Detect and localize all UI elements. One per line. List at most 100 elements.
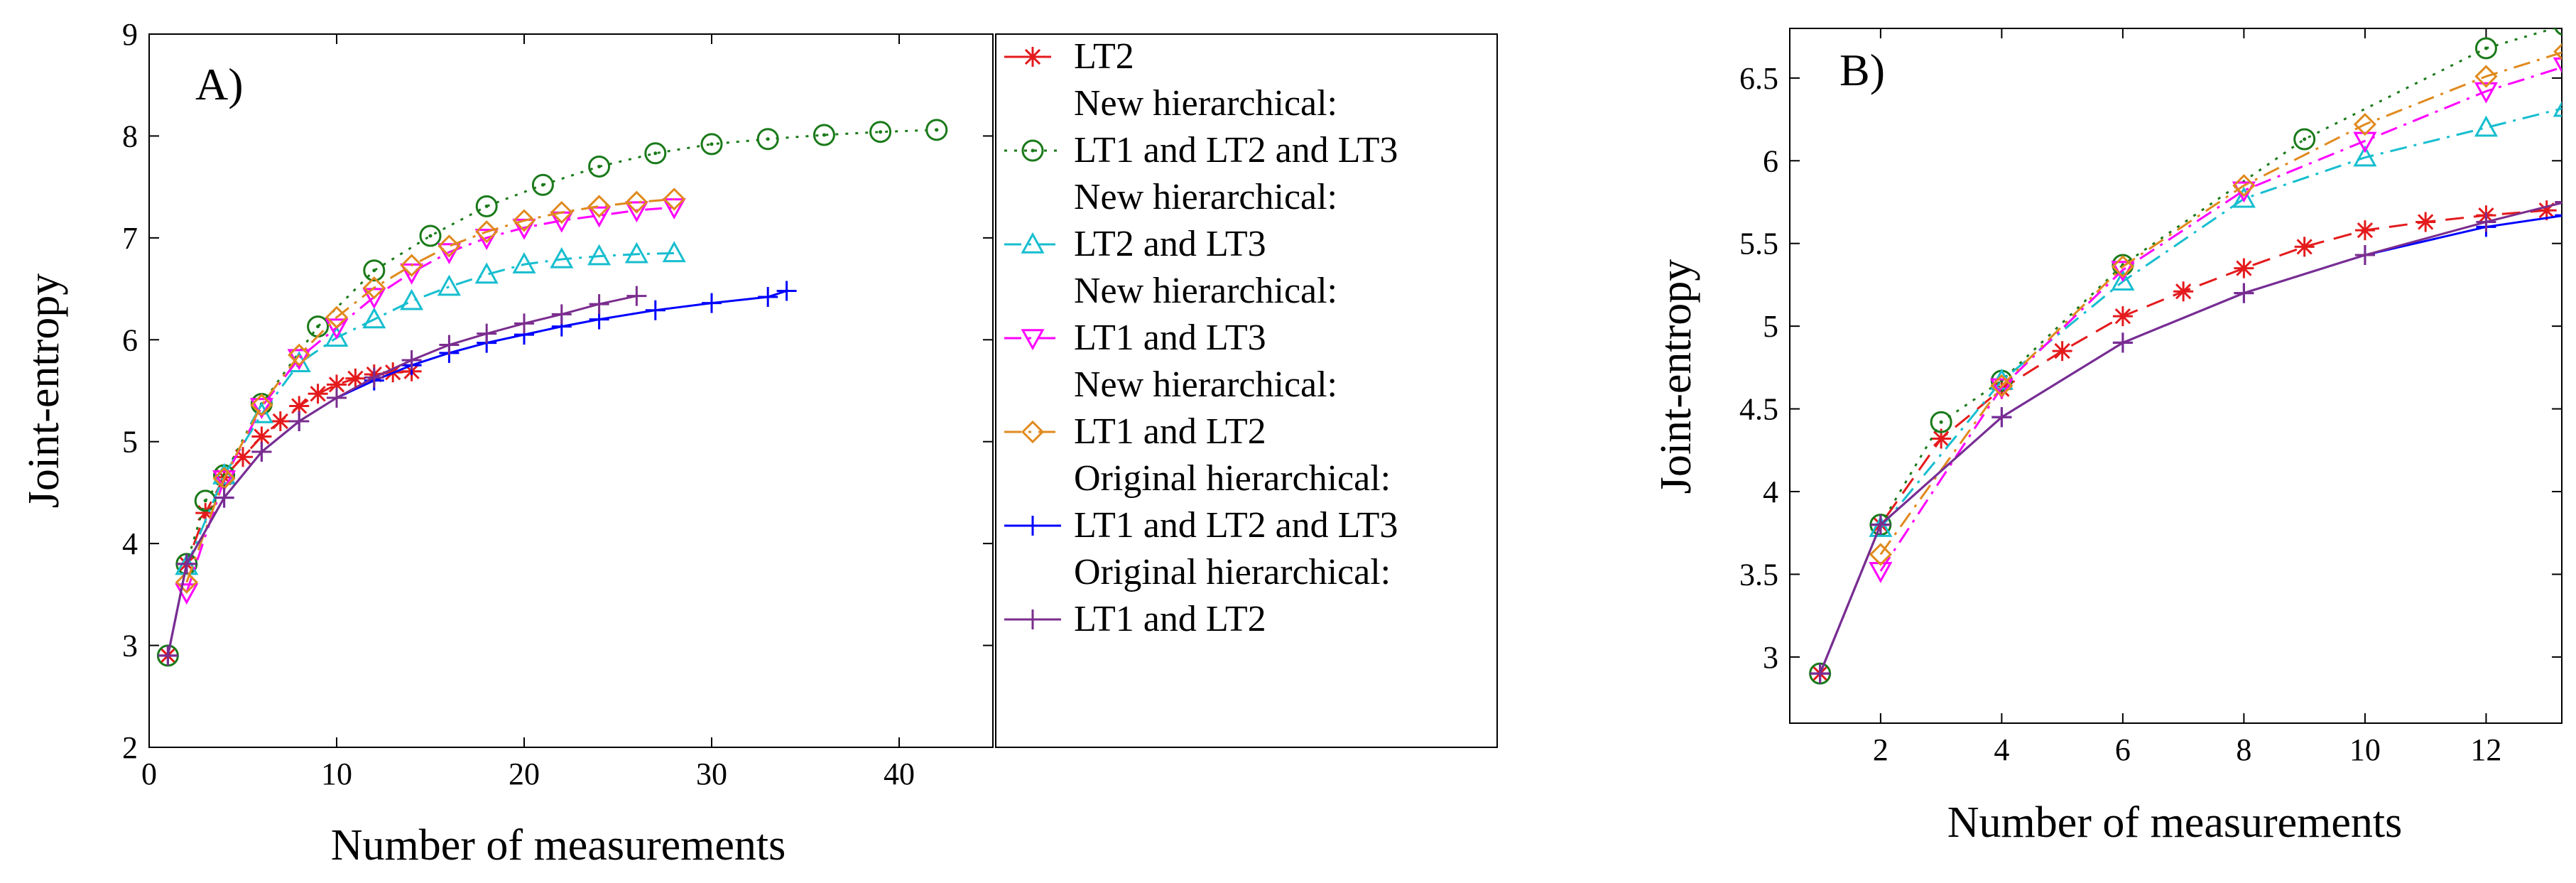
panel-a-series-5-point [702, 293, 722, 313]
legend-entry-0-marker [1023, 47, 1043, 67]
panel-b-series-0-point [2052, 341, 2072, 362]
panel-a-xtick-label: 20 [509, 757, 540, 791]
panel-b-chart: 2 4 6 8 10 12 3 3.5 4 4.5 5 5.5 6 6.5 B) Number of me… [1652, 28, 2563, 847]
panel-b-series-3-point [1989, 378, 2013, 400]
panel-b-ytick-label: 5.5 [1739, 227, 1778, 261]
panel-a-series-0-point [251, 426, 272, 447]
legend-entry-3: New hierarchical: LT1 and LT3 [1004, 271, 1337, 358]
legend-entry-4-marker [1021, 420, 1045, 444]
panel-b-xtick-label: 4 [1994, 732, 2009, 767]
panel-a-series-1-point [925, 119, 948, 141]
panel-b-series-0-point [2415, 212, 2436, 232]
panel-a-series-0-point [289, 396, 310, 416]
panel-a-series-6-point [514, 313, 534, 334]
legend-entry-4: New hierarchical: LT1 and LT2 [1004, 364, 1337, 452]
panel-b-series-0-point [2294, 237, 2315, 257]
panel-b-series-4-line [1879, 51, 2562, 556]
panel-b-xtick-label: 8 [2236, 732, 2251, 767]
panel-a-series-1-point [588, 155, 611, 178]
panel-b-series-4 [1869, 43, 2562, 566]
panel-a-series-6-line [166, 295, 637, 656]
panel-a-series-6-point [589, 294, 609, 315]
panel-a-series-2-point [512, 252, 536, 273]
panel-a-series-0-point [233, 447, 253, 467]
panel-a-series-1-point [869, 121, 892, 143]
panel-a-xtick-label: 40 [884, 757, 915, 791]
panel-a-series-6-point [214, 487, 234, 508]
panel-b-series-0-point [2536, 200, 2557, 221]
panel-a-ytick-label: 5 [122, 425, 138, 460]
legend-entry-3-text: New hierarchical: [1074, 271, 1337, 311]
panel-b-series-0-point [2112, 306, 2133, 327]
panel-a-series-1-point [813, 124, 835, 146]
panel-b-series-2-point [2553, 101, 2562, 117]
legend-entry-1-text: New hierarchical: [1074, 83, 1337, 124]
panel-a-ylabel: Joint-entropy [20, 273, 68, 509]
panel-a-series-6-point [401, 350, 422, 370]
panel-a-ytick-label: 8 [122, 119, 138, 153]
legend-entry-3-text: LT1 and LT3 [1074, 318, 1266, 358]
panel-b-series-1-point [1930, 411, 1952, 433]
panel-b-ytick-label: 3 [1763, 640, 1778, 675]
panel-b-series-6-point [1870, 514, 1891, 535]
panel-a-series-1-point [700, 133, 723, 156]
panel-b-series-1-point [2474, 37, 2497, 60]
panel-a-series-4-point [587, 195, 611, 218]
legend-entry-1-text: LT1 and LT2 and LT3 [1074, 130, 1398, 170]
panel-a-series-0-point [270, 411, 290, 432]
panel-b-series-6-point [1810, 663, 1830, 684]
panel-a-series-2-point [550, 247, 574, 269]
panel-b-xtick-label: 10 [2349, 732, 2381, 767]
panel-a-series-6-point [551, 304, 572, 325]
panel-a-series-0-point [327, 374, 347, 395]
panel-b-plot-area [1789, 28, 2563, 724]
panel-a-series-6-point [364, 367, 384, 388]
panel-a-ytick-label: 2 [122, 730, 138, 765]
panel-a-xtick-label: 0 [141, 757, 157, 791]
panel-b-series-6-point [2234, 283, 2254, 303]
panel-a-series-6-point [439, 335, 460, 355]
legend-entry-6-text: LT1 and LT2 [1074, 599, 1266, 639]
panel-a-series-2-point [662, 241, 686, 263]
panel-a-series-4-point [512, 209, 536, 232]
panel-a-series-4-point [250, 393, 273, 417]
panel-a-ytick-label: 7 [122, 221, 138, 256]
panel-b-series-1-line [1819, 28, 2558, 674]
panel-b-series-6-point [2476, 212, 2496, 232]
panel-a-series-0-point [308, 384, 328, 404]
panel-a-series-1-point [475, 195, 498, 217]
panel-b-series-4-point [1990, 374, 2013, 398]
panel-b-series-6-line [1819, 202, 2562, 674]
panel-a-series-4-point [288, 343, 311, 367]
legend-box [995, 33, 1498, 748]
panel-b-series-4-point [2353, 112, 2377, 136]
legend-entry-1-marker [1021, 139, 1044, 162]
panel-a-series-6-point [477, 323, 497, 344]
panel-b-series-3-point [2474, 82, 2498, 104]
panel-a-series-3 [175, 198, 686, 605]
panel-a-series-1-point [363, 259, 386, 282]
panel-b-series-6 [1810, 201, 2562, 684]
panel-b-series-0-point [2173, 281, 2194, 302]
panel-b-series-5-point [2555, 214, 2562, 217]
panel-a-xlabel: Number of measurements [331, 821, 786, 870]
panel-a-series-5-point [776, 281, 797, 301]
legend-entry-6: Original hierarchical: LT1 and LT2 [1004, 552, 1391, 639]
panel-a-series-4-point [663, 188, 686, 211]
panel-b-xtick-label: 2 [1873, 732, 1888, 767]
panel-a-series-2-point [587, 244, 612, 266]
panel-a-series-3-point [437, 243, 461, 265]
panel-b-series-6-point [1991, 407, 2012, 428]
panel-a-series-6-point [176, 553, 197, 574]
legend-entry-6-text: Original hierarchical: [1074, 552, 1391, 592]
panel-a-series-3-point [624, 201, 648, 223]
panel-a-series-2-point [474, 262, 499, 284]
panel-b-series-2-point [2474, 115, 2498, 137]
panel-a-series-4-point [475, 220, 499, 244]
panel-a-series-3-point [249, 398, 273, 420]
panel-a-xtick-label: 30 [696, 757, 727, 791]
panel-a-series-4-point [175, 570, 198, 594]
panel-b-ytick-label: 4.5 [1739, 392, 1778, 427]
legend-entry-2-text: LT2 and LT3 [1074, 224, 1266, 264]
